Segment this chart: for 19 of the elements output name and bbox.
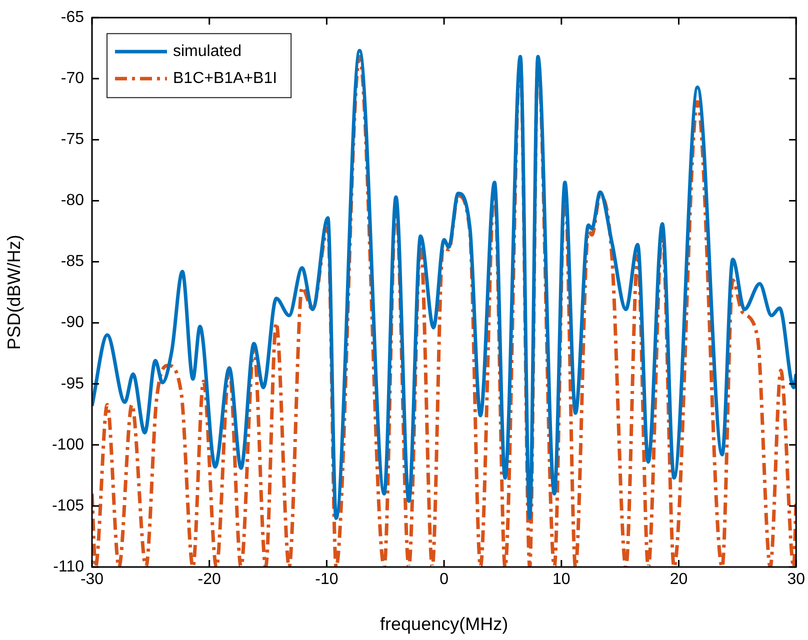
legend-label: B1C+B1A+B1I <box>173 70 278 88</box>
y-tick-label: -100 <box>52 436 84 454</box>
x-tick-label: 30 <box>787 571 806 588</box>
y-tick-label: -85 <box>60 253 84 270</box>
y-tick-label: -90 <box>60 314 84 332</box>
y-tick-label: -80 <box>60 192 84 210</box>
y-tick-label: -70 <box>60 70 84 88</box>
y-axis-title: PSD(dBW/Hz) <box>4 234 24 350</box>
y-tick-label: -105 <box>52 497 84 514</box>
x-tick-label: -20 <box>198 571 222 588</box>
legend-label: simulated <box>173 43 242 60</box>
x-axis-title: frequency(MHz) <box>380 614 508 634</box>
x-tick-label: 10 <box>552 571 570 588</box>
y-tick-label: -95 <box>60 375 84 392</box>
x-tick-label: -10 <box>315 571 338 588</box>
y-tick-label: -65 <box>60 9 84 26</box>
x-tick-label: 20 <box>670 571 688 588</box>
y-tick-label: -75 <box>60 131 84 148</box>
x-tick-label: 0 <box>440 571 449 588</box>
